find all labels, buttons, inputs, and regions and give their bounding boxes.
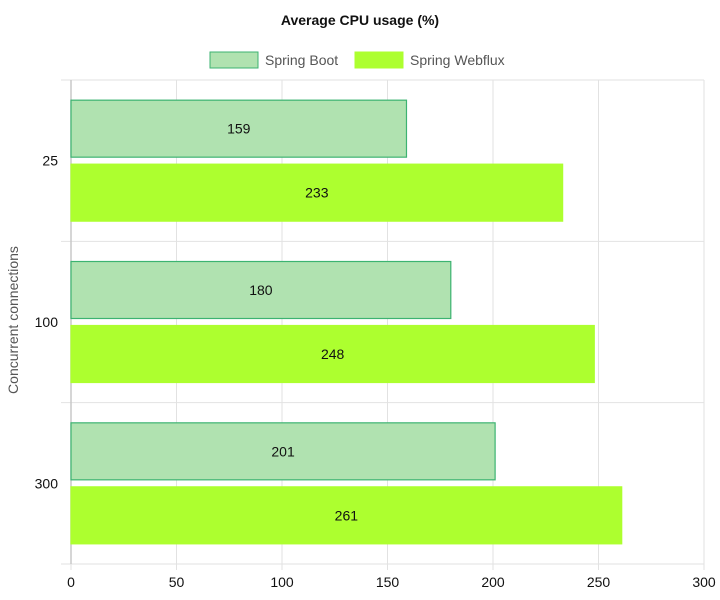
- x-tick-label: 0: [67, 574, 75, 590]
- bar-value-label: 201: [271, 443, 295, 459]
- bar-spring-webflux-25[interactable]: [70, 163, 564, 222]
- bars: 159 233 180 248 201 261: [70, 99, 623, 545]
- x-tick-label: 250: [587, 574, 611, 590]
- bar-spring-webflux-300[interactable]: [70, 486, 623, 545]
- bar-value-label: 180: [249, 282, 273, 298]
- bar-value-label: 159: [227, 121, 251, 137]
- x-tick-label: 300: [692, 574, 716, 590]
- legend-item-spring-boot[interactable]: Spring Boot: [209, 51, 338, 69]
- legend-item-spring-webflux[interactable]: Spring Webflux: [354, 51, 505, 69]
- legend-label-spring-webflux: Spring Webflux: [410, 52, 505, 68]
- bar-spring-boot-25[interactable]: [70, 99, 408, 158]
- x-tick-label: 100: [270, 574, 294, 590]
- y-axis-ticks: 25 100 300: [35, 153, 59, 492]
- bar-value-label: 261: [335, 507, 359, 523]
- legend-label-spring-boot: Spring Boot: [265, 52, 338, 68]
- bar-value-label: 248: [321, 346, 345, 362]
- chart-title: Average CPU usage (%): [281, 12, 439, 28]
- y-tick-label: 100: [35, 314, 59, 330]
- legend-swatch-spring-webflux: [354, 51, 404, 69]
- y-axis-title: Concurrent connections: [5, 246, 21, 394]
- x-axis-ticks: 0 50 100 150 200 250 300: [67, 574, 716, 590]
- bar-spring-boot-300[interactable]: [70, 422, 496, 481]
- y-tick-label: 300: [35, 475, 59, 491]
- bar-spring-webflux-100[interactable]: [70, 324, 595, 384]
- y-tick-label: 25: [42, 153, 58, 169]
- x-tick-label: 50: [169, 574, 185, 590]
- legend-swatch-spring-boot: [209, 51, 259, 69]
- bar-spring-boot-100[interactable]: [70, 260, 452, 320]
- x-tick-label: 150: [376, 574, 400, 590]
- legend: Spring Boot Spring Webflux: [209, 51, 505, 69]
- x-tick-label: 200: [481, 574, 505, 590]
- bar-value-label: 233: [305, 185, 329, 201]
